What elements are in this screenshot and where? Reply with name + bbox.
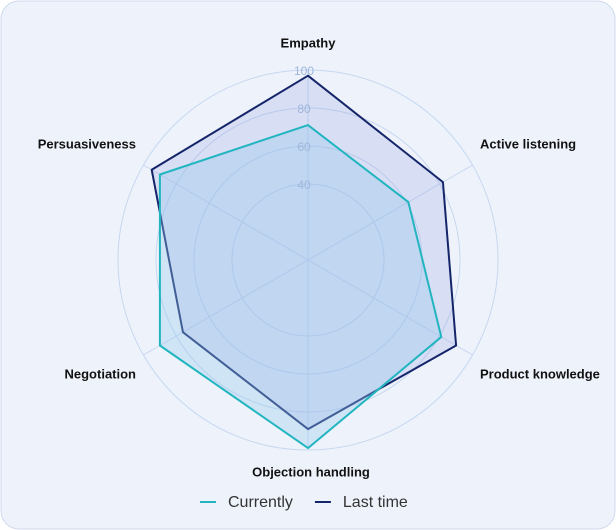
axis-label: Active listening	[480, 136, 576, 151]
r-tick-label: 40	[297, 178, 311, 192]
spoke	[143, 164, 309, 261]
r-tick-label: 80	[297, 102, 311, 116]
r-tick-label: 100	[294, 64, 314, 78]
series-area	[158, 124, 443, 450]
r-tick-label: 60	[297, 140, 311, 154]
spoke	[307, 259, 473, 356]
axis-label: Persuasiveness	[38, 136, 136, 151]
spoke	[143, 259, 309, 356]
legend-label: Last time	[343, 494, 408, 511]
axis-label: Negotiation	[65, 366, 137, 381]
axis-label: Empathy	[281, 35, 337, 50]
spoke	[307, 164, 473, 261]
axis-label: Objection handling	[252, 464, 370, 479]
axis-label: Product knowledge	[480, 366, 600, 381]
legend-label: Currently	[228, 494, 293, 511]
series-area	[150, 74, 458, 431]
